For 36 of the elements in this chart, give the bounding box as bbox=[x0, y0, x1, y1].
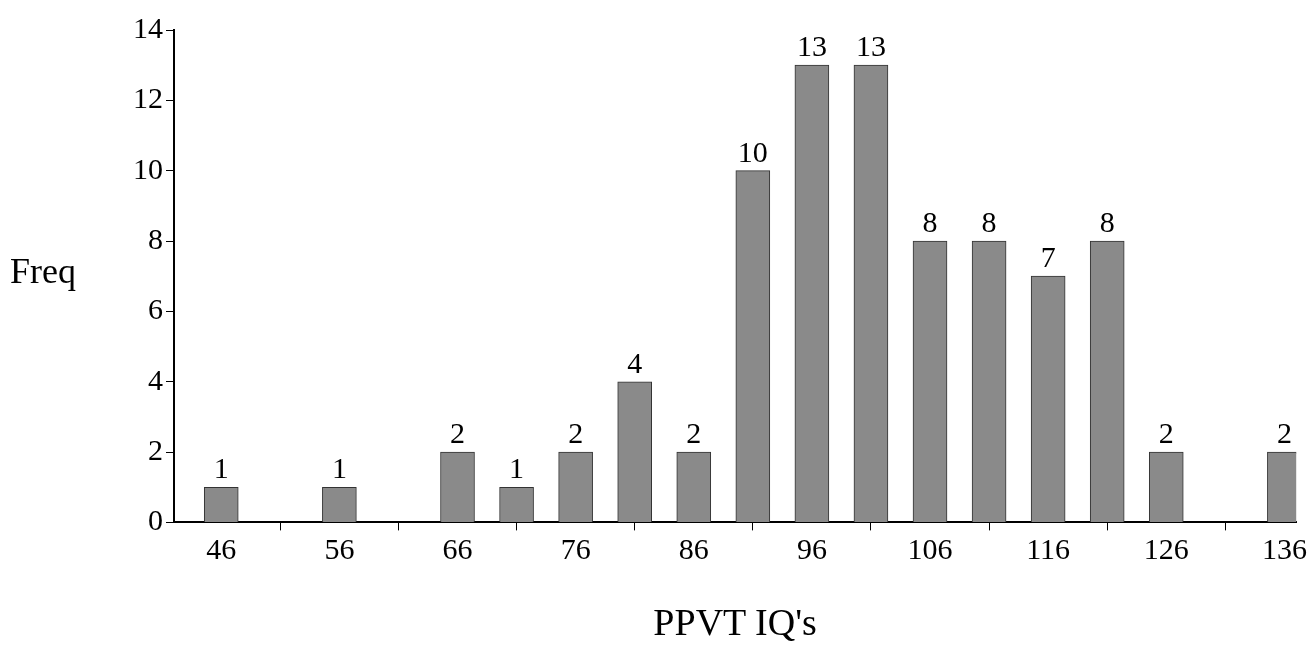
x-tick-label: 66 bbox=[442, 532, 473, 566]
data-label: 1 bbox=[509, 451, 525, 485]
data-label: 2 bbox=[450, 415, 466, 449]
y-tick-label: 0 bbox=[148, 503, 163, 537]
x-tick-label: 46 bbox=[206, 532, 237, 566]
data-label: 7 bbox=[1040, 240, 1056, 274]
data-label: 13 bbox=[796, 29, 827, 63]
data-label: 2 bbox=[1276, 415, 1292, 449]
data-label: 2 bbox=[686, 415, 702, 449]
x-tick-label: 86 bbox=[678, 532, 709, 566]
x-tick-label: 76 bbox=[560, 532, 591, 566]
data-label: 4 bbox=[627, 345, 643, 379]
data-label: 2 bbox=[568, 415, 584, 449]
x-tick-label: 126 bbox=[1143, 532, 1189, 566]
data-label: 2 bbox=[1158, 415, 1174, 449]
data-label: 13 bbox=[855, 29, 886, 63]
y-tick-label: 6 bbox=[148, 292, 163, 326]
data-label: 8 bbox=[1099, 204, 1115, 238]
data-label: 10 bbox=[737, 134, 768, 168]
data-label: 8 bbox=[922, 204, 938, 238]
y-tick-label: 8 bbox=[148, 221, 163, 255]
data-label: 8 bbox=[981, 204, 997, 238]
y-axis-title: Freq bbox=[10, 250, 76, 292]
y-tick-label: 14 bbox=[133, 10, 163, 44]
x-tick-label: 116 bbox=[1026, 532, 1071, 566]
data-label: 1 bbox=[331, 451, 347, 485]
y-tick-label: 10 bbox=[133, 151, 163, 185]
x-axis-title: PPVT IQ's bbox=[653, 601, 817, 644]
y-tick-label: 12 bbox=[133, 81, 163, 115]
x-tick-label: 136 bbox=[1261, 532, 1307, 566]
x-tick-label: 106 bbox=[907, 532, 953, 566]
x-tick-label: 56 bbox=[324, 532, 355, 566]
y-tick-label: 2 bbox=[148, 432, 163, 466]
data-label: 1 bbox=[213, 451, 229, 485]
y-tick-label: 4 bbox=[148, 362, 163, 396]
x-tick-label: 96 bbox=[796, 532, 827, 566]
